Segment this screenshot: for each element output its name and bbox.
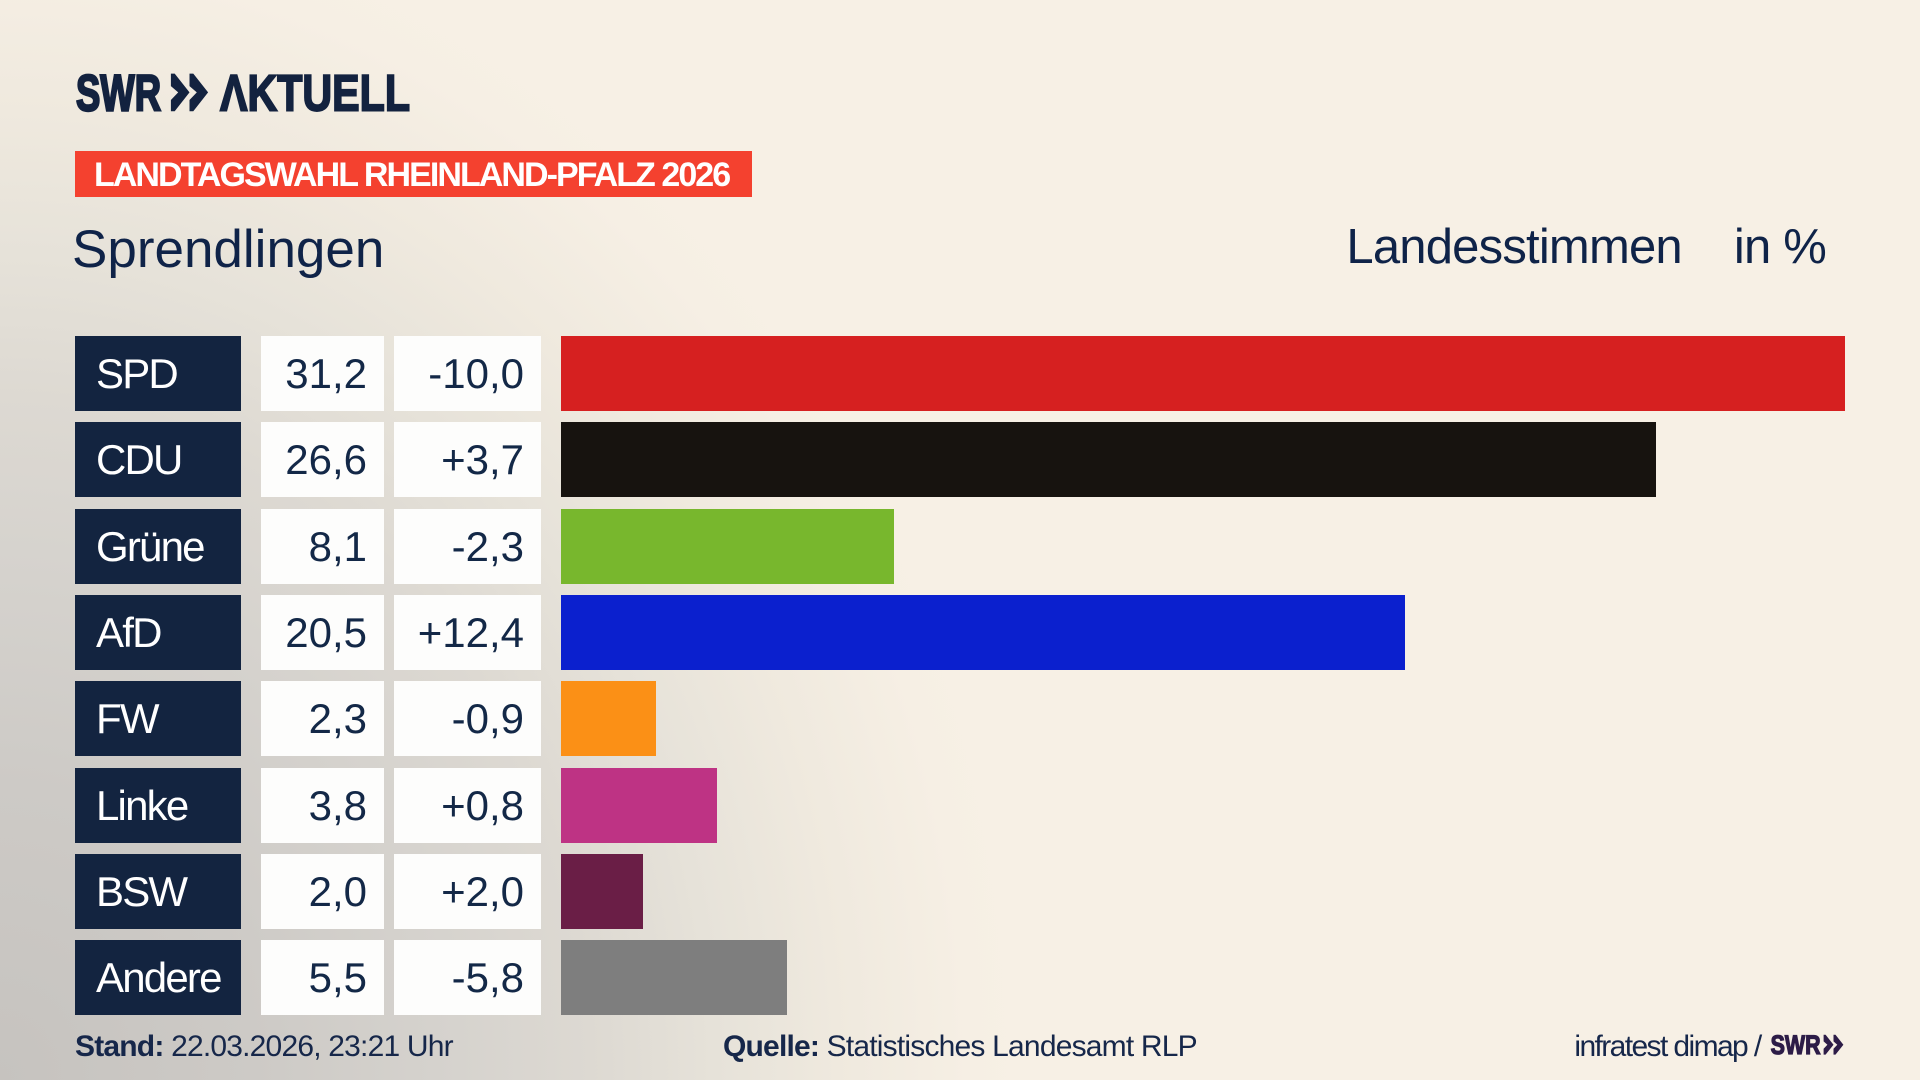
svg-text:SWR: SWR: [1771, 1034, 1821, 1058]
svg-text:ΛKTUELL: ΛKTUELL: [220, 72, 410, 116]
svg-text:SWR: SWR: [76, 72, 161, 116]
